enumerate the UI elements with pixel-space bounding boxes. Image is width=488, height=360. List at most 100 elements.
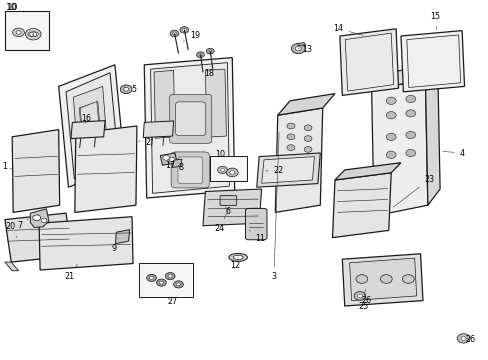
Circle shape <box>353 292 365 300</box>
Text: 14: 14 <box>333 24 363 35</box>
Polygon shape <box>334 163 400 180</box>
Circle shape <box>163 155 169 160</box>
FancyBboxPatch shape <box>171 152 209 188</box>
Circle shape <box>159 281 163 284</box>
Polygon shape <box>261 157 314 183</box>
Circle shape <box>123 87 128 91</box>
Text: 15: 15 <box>429 12 440 30</box>
Polygon shape <box>332 173 390 238</box>
Text: 22: 22 <box>265 166 284 175</box>
Polygon shape <box>115 230 129 244</box>
FancyBboxPatch shape <box>169 94 211 143</box>
Circle shape <box>156 279 166 286</box>
Circle shape <box>229 171 234 174</box>
Circle shape <box>286 134 294 140</box>
Text: 4: 4 <box>442 149 464 158</box>
Polygon shape <box>154 70 175 138</box>
Polygon shape <box>75 126 137 212</box>
Circle shape <box>460 337 465 340</box>
Polygon shape <box>144 58 234 198</box>
Text: 20: 20 <box>5 222 17 238</box>
Circle shape <box>208 50 211 52</box>
Circle shape <box>355 275 367 283</box>
Circle shape <box>402 275 413 283</box>
Polygon shape <box>79 102 100 136</box>
Polygon shape <box>143 121 173 138</box>
Text: 25: 25 <box>357 289 367 311</box>
Circle shape <box>172 32 176 35</box>
Text: 3: 3 <box>271 132 279 281</box>
Text: 6: 6 <box>225 207 230 216</box>
Circle shape <box>170 30 179 37</box>
Text: 7: 7 <box>17 219 28 230</box>
Polygon shape <box>80 102 99 136</box>
Circle shape <box>357 294 362 298</box>
Polygon shape <box>59 65 124 187</box>
Polygon shape <box>371 79 427 216</box>
Text: 10: 10 <box>215 150 224 159</box>
Text: 21: 21 <box>64 265 77 281</box>
Text: 23: 23 <box>392 175 434 207</box>
Circle shape <box>196 52 204 58</box>
Circle shape <box>176 283 180 286</box>
Text: 2: 2 <box>139 139 150 148</box>
Circle shape <box>405 149 415 157</box>
Text: 26: 26 <box>360 296 370 305</box>
Circle shape <box>30 32 37 37</box>
Text: 26: 26 <box>465 335 475 343</box>
Circle shape <box>165 273 175 280</box>
Polygon shape <box>339 29 398 95</box>
Circle shape <box>173 281 183 288</box>
Circle shape <box>304 125 311 131</box>
Text: 10: 10 <box>7 4 19 13</box>
Circle shape <box>206 48 214 54</box>
Text: 17: 17 <box>165 161 175 170</box>
Polygon shape <box>275 108 322 212</box>
FancyBboxPatch shape <box>220 195 236 206</box>
Circle shape <box>405 131 415 139</box>
Circle shape <box>180 27 188 33</box>
Bar <box>139 263 193 297</box>
Polygon shape <box>150 63 229 193</box>
Circle shape <box>149 276 153 279</box>
Polygon shape <box>5 213 72 262</box>
Polygon shape <box>5 262 19 271</box>
Circle shape <box>291 44 305 54</box>
Bar <box>5 11 49 50</box>
Circle shape <box>386 133 395 140</box>
Polygon shape <box>203 189 261 226</box>
Circle shape <box>386 151 395 158</box>
Circle shape <box>146 274 156 282</box>
Polygon shape <box>160 153 177 165</box>
Circle shape <box>169 157 175 162</box>
Polygon shape <box>71 121 105 139</box>
Ellipse shape <box>233 255 243 260</box>
Circle shape <box>120 85 132 94</box>
Circle shape <box>386 112 395 119</box>
Polygon shape <box>277 94 334 115</box>
Circle shape <box>182 28 186 31</box>
Polygon shape <box>425 63 439 205</box>
Text: 8: 8 <box>178 163 183 172</box>
Polygon shape <box>205 69 226 137</box>
Polygon shape <box>349 258 416 301</box>
Circle shape <box>16 31 21 34</box>
Circle shape <box>41 218 47 222</box>
Text: 5: 5 <box>124 85 136 94</box>
Circle shape <box>220 168 224 171</box>
FancyBboxPatch shape <box>178 157 202 184</box>
Text: 16: 16 <box>81 114 90 123</box>
Polygon shape <box>30 209 49 228</box>
Polygon shape <box>66 73 118 179</box>
Polygon shape <box>342 254 422 306</box>
Text: 18: 18 <box>204 69 214 78</box>
Text: 13: 13 <box>298 45 311 54</box>
Circle shape <box>456 334 469 343</box>
Polygon shape <box>371 63 437 90</box>
Text: 9: 9 <box>111 238 119 253</box>
Text: 1: 1 <box>2 162 12 171</box>
Polygon shape <box>39 217 133 270</box>
Polygon shape <box>400 31 464 92</box>
Ellipse shape <box>228 253 247 261</box>
Circle shape <box>33 215 41 221</box>
